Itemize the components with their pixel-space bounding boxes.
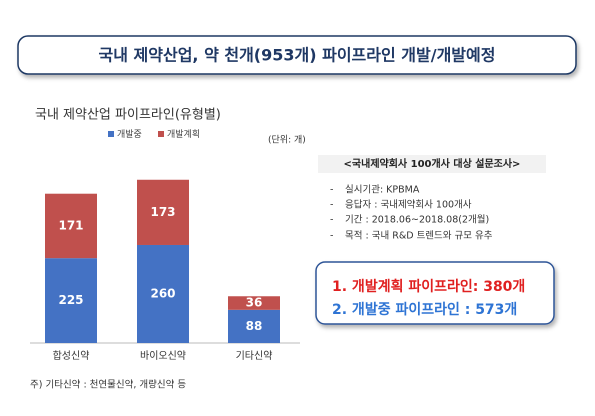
- title-box: [17, 35, 577, 75]
- bullet: -: [330, 200, 333, 211]
- legend-swatch: [158, 131, 164, 137]
- bar-segment: [228, 296, 280, 310]
- legend-swatch: [108, 131, 114, 137]
- survey-header: [318, 155, 546, 173]
- slide-title: 국내 제약산업, 약 천개(953개) 파이프라인 개발/개발예정: [99, 46, 496, 65]
- survey-title: <국내제약회사 100개사 대상 설문조사>: [344, 157, 521, 170]
- value-label: 88: [246, 319, 263, 333]
- bullet: -: [330, 231, 333, 242]
- survey-list: - 실시기관: KPBMA - 응답자 : 국내제약회사 100개사 - 기간 …: [330, 185, 493, 242]
- bar-segment: [137, 244, 189, 343]
- summary-line: 2. 개발중 파이프라인 : 573개: [332, 301, 517, 318]
- survey-item: 실시기관: KPBMA: [345, 185, 420, 196]
- legend-label: 개발중: [117, 129, 142, 140]
- bar-segment: [137, 179, 189, 245]
- value-label: 260: [150, 286, 175, 300]
- bullet: -: [330, 215, 333, 226]
- value-label: 225: [58, 293, 83, 307]
- bullet: -: [330, 185, 333, 196]
- bar-segment: [45, 258, 97, 343]
- summary-box: [315, 261, 555, 325]
- value-label: 171: [58, 218, 83, 232]
- category-label: 바이오신약: [140, 350, 186, 362]
- survey-item: 응답자 : 국내제약회사 100개사: [345, 199, 472, 211]
- unit-label: (단위: 개): [268, 135, 306, 146]
- chart-title: 국내 제약산업 파이프라인(유형별): [35, 108, 221, 123]
- category-label: 기타신약: [236, 350, 273, 362]
- value-label: 36: [246, 296, 263, 310]
- bar-segment: [228, 309, 280, 343]
- value-label: 173: [150, 205, 175, 219]
- category-label: 합성신약: [53, 350, 90, 362]
- footnote: 주) 기타신약 : 천연물신약, 개량신약 등: [30, 379, 186, 391]
- survey-item: 목적 : 국내 R&D 트렌드와 규모 유추: [345, 230, 493, 242]
- bar-segment: [45, 193, 97, 259]
- legend-label: 개발계획: [167, 128, 200, 140]
- survey-item: 기간 : 2018.06~2018.08(2개월): [345, 214, 489, 226]
- summary-line: 1. 개발계획 파이프라인: 380개: [332, 278, 525, 295]
